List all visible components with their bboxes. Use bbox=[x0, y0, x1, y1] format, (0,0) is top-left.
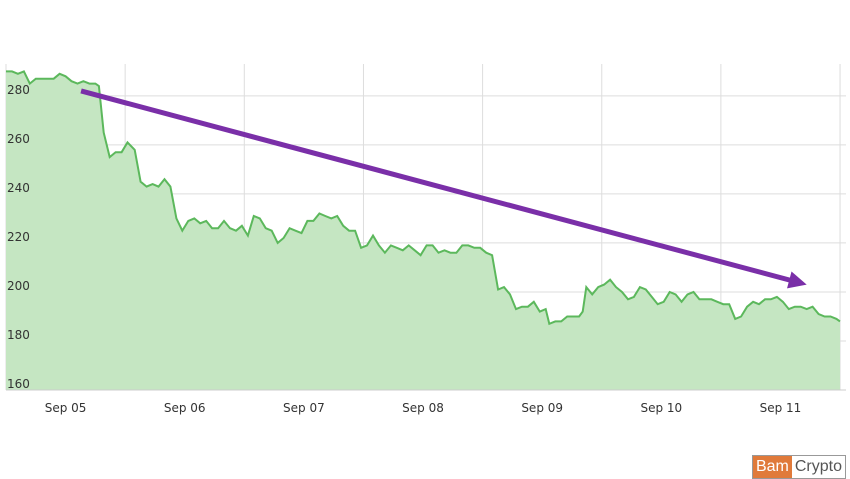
trend-arrow-annotation bbox=[80, 88, 807, 289]
bamcrypto-logo: Bam Crypto bbox=[751, 455, 846, 479]
y-tick-label: 200 bbox=[7, 279, 30, 293]
x-tick-label: Sep 10 bbox=[640, 401, 682, 415]
trend-arrow-head bbox=[787, 271, 807, 289]
y-tick-label: 220 bbox=[7, 230, 30, 244]
price-line bbox=[6, 70, 841, 326]
y-tick-label: 160 bbox=[7, 377, 30, 391]
trend-arrow-shaft bbox=[80, 88, 793, 284]
y-axis: 280 260 240 220 200 180 160 bbox=[7, 83, 30, 391]
x-tick-label: Sep 08 bbox=[402, 401, 444, 415]
y-tick-label: 280 bbox=[7, 83, 30, 97]
logo-part-crypto: Crypto bbox=[791, 456, 845, 478]
logo-part-bam: Bam bbox=[752, 456, 792, 478]
x-tick-label: Sep 07 bbox=[283, 401, 325, 415]
y-tick-label: 240 bbox=[7, 181, 30, 195]
price-area-fill bbox=[6, 71, 840, 391]
x-tick-label: Sep 05 bbox=[45, 401, 87, 415]
y-tick-label: 260 bbox=[7, 132, 30, 146]
x-axis: Sep 05 Sep 06 Sep 07 Sep 08 Sep 09 Sep 10 Sep … bbox=[45, 401, 802, 415]
x-tick-label: Sep 06 bbox=[164, 401, 206, 415]
x-tick-label: Sep 11 bbox=[760, 401, 802, 415]
x-tick-label: Sep 09 bbox=[521, 401, 563, 415]
y-tick-label: 180 bbox=[7, 328, 30, 342]
